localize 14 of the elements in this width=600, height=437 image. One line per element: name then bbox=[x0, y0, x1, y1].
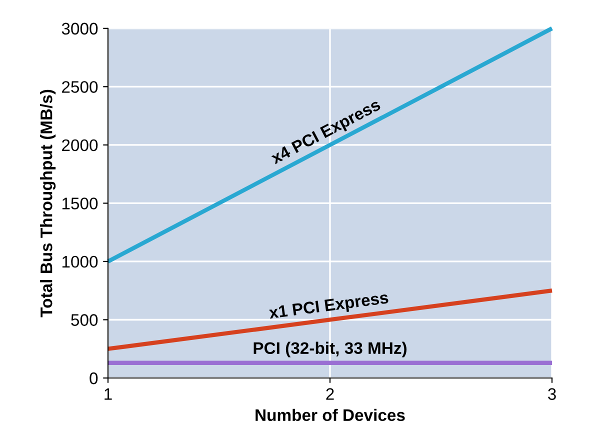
y-tick-label: 1500 bbox=[62, 198, 98, 210]
y-tick-label: 2500 bbox=[62, 81, 98, 93]
y-tick-label: 500 bbox=[71, 314, 98, 326]
y-tick-label: 0 bbox=[90, 372, 98, 384]
x-tick-label: 1 bbox=[104, 388, 112, 400]
y-axis-title: Total Bus Throughput (MB/s) bbox=[40, 90, 56, 318]
y-tick-label: 2000 bbox=[62, 139, 98, 152]
text: x1 PCI Express bbox=[268, 291, 390, 322]
series-label: PCI (32-bit, 33 MHz) bbox=[254, 342, 406, 358]
y-tick-label: 1000 bbox=[62, 256, 98, 268]
x-axis-title: Number of Devices bbox=[256, 408, 405, 422]
x-tick-label: 2 bbox=[326, 388, 334, 400]
x-tick-label: 3 bbox=[548, 388, 556, 400]
y-tick-label: 3000 bbox=[62, 22, 98, 35]
